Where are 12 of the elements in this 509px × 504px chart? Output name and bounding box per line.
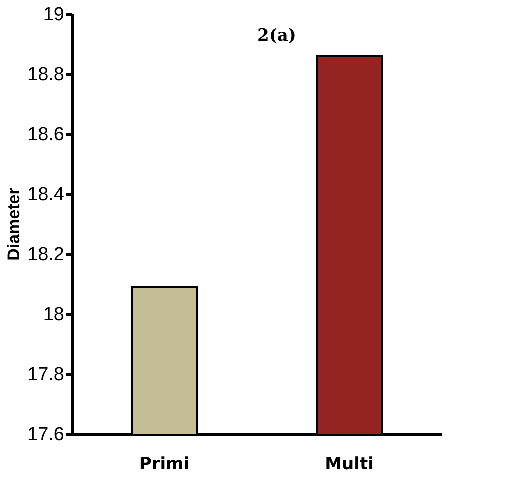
y-tick-label: 17.8 bbox=[28, 364, 64, 386]
y-tick-label: 18 bbox=[43, 304, 64, 326]
y-tick-label: 18.6 bbox=[28, 124, 64, 146]
text: 2(a) bbox=[258, 26, 296, 46]
y-tick-label: 18.2 bbox=[28, 244, 64, 266]
y-tick-label: 17.6 bbox=[28, 424, 64, 446]
y-tick-label: 19 bbox=[43, 4, 64, 26]
y-tick-label: 18.8 bbox=[28, 64, 64, 86]
x-tick-label: Multi bbox=[325, 454, 374, 474]
x-tick-label: Primi bbox=[139, 454, 190, 474]
y-axis-title: Diameter bbox=[4, 188, 24, 261]
y-tick-label: 18.4 bbox=[28, 184, 65, 206]
